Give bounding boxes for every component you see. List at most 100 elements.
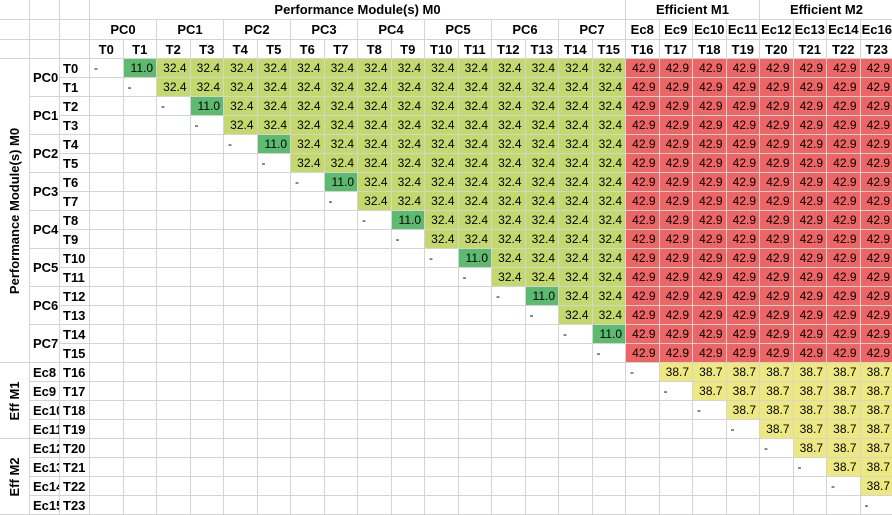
diagonal-marker: - — [191, 116, 225, 135]
empty-cell — [358, 325, 392, 344]
empty-cell — [291, 344, 325, 363]
heatmap-cell: 38.7 — [727, 401, 761, 420]
heatmap-cell: 32.4 — [593, 116, 627, 135]
heatmap-cell: 32.4 — [593, 230, 627, 249]
empty-cell — [459, 401, 493, 420]
heatmap-cell: 42.9 — [794, 325, 828, 344]
heatmap-cell: 42.9 — [827, 249, 861, 268]
left-core-header: Ec11 — [30, 420, 60, 439]
empty-cell — [325, 458, 359, 477]
empty-cell — [191, 230, 225, 249]
empty-cell — [358, 230, 392, 249]
left-thread-header: T12 — [60, 287, 90, 306]
heatmap-cell: 42.9 — [760, 116, 794, 135]
empty-cell — [224, 211, 258, 230]
heatmap-cell: 42.9 — [794, 154, 828, 173]
heatmap-cell: 42.9 — [760, 192, 794, 211]
heatmap-cell: 32.4 — [526, 211, 560, 230]
diagonal-marker: - — [157, 97, 191, 116]
heatmap-cell: 32.4 — [191, 78, 225, 97]
top-thread-header: T10 — [425, 40, 459, 59]
heatmap-cell: 32.4 — [392, 97, 426, 116]
empty-cell — [124, 458, 158, 477]
heatmap-cell: 42.9 — [760, 78, 794, 97]
empty-cell — [90, 192, 124, 211]
empty-cell — [492, 477, 526, 496]
empty-cell — [693, 420, 727, 439]
heatmap-cell: 32.4 — [492, 154, 526, 173]
empty-cell — [358, 344, 392, 363]
heatmap-cell: 42.9 — [660, 230, 694, 249]
left-thread-header: T9 — [60, 230, 90, 249]
heatmap-cell: 42.9 — [626, 344, 660, 363]
heatmap-cell: 32.4 — [358, 154, 392, 173]
heatmap-cell: 11.0 — [392, 211, 426, 230]
empty-cell — [191, 496, 225, 515]
empty-cell — [224, 249, 258, 268]
empty-cell — [90, 135, 124, 154]
heatmap-cell: 32.4 — [425, 154, 459, 173]
corner-cell — [0, 20, 30, 40]
empty-cell — [425, 458, 459, 477]
top-thread-header: T18 — [693, 40, 727, 59]
left-thread-header: T10 — [60, 249, 90, 268]
heatmap-cell: 42.9 — [693, 249, 727, 268]
empty-cell — [124, 306, 158, 325]
empty-cell — [526, 325, 560, 344]
heatmap-cell: 32.4 — [492, 192, 526, 211]
left-core-header: PC0 — [30, 59, 60, 97]
empty-cell — [124, 211, 158, 230]
heatmap-cell: 32.4 — [325, 154, 359, 173]
empty-cell — [291, 420, 325, 439]
empty-cell — [559, 382, 593, 401]
heatmap-cell: 32.4 — [291, 154, 325, 173]
heatmap-cell: 42.9 — [861, 268, 892, 287]
empty-cell — [660, 420, 694, 439]
heatmap-cell: 32.4 — [559, 211, 593, 230]
empty-cell — [593, 382, 627, 401]
heatmap-cell: 32.4 — [459, 211, 493, 230]
heatmap-cell: 42.9 — [760, 249, 794, 268]
empty-cell — [392, 363, 426, 382]
empty-cell — [157, 268, 191, 287]
heatmap-cell: 42.9 — [794, 78, 828, 97]
empty-cell — [392, 439, 426, 458]
empty-cell — [157, 344, 191, 363]
heatmap-cell: 42.9 — [827, 78, 861, 97]
heatmap-cell: 42.9 — [760, 135, 794, 154]
empty-cell — [325, 477, 359, 496]
empty-cell — [90, 477, 124, 496]
empty-cell — [124, 173, 158, 192]
heatmap-cell: 42.9 — [693, 192, 727, 211]
heatmap-cell: 42.9 — [727, 211, 761, 230]
empty-cell — [124, 344, 158, 363]
empty-cell — [526, 382, 560, 401]
left-thread-header: T23 — [60, 496, 90, 515]
empty-cell — [291, 477, 325, 496]
diagonal-marker: - — [492, 287, 526, 306]
heatmap-cell: 38.7 — [861, 401, 892, 420]
heatmap-cell: 42.9 — [626, 78, 660, 97]
heatmap-cell: 42.9 — [693, 173, 727, 192]
heatmap-cell: 42.9 — [760, 287, 794, 306]
heatmap-cell: 32.4 — [425, 59, 459, 78]
heatmap-cell: 32.4 — [358, 192, 392, 211]
empty-cell — [559, 458, 593, 477]
empty-cell — [626, 420, 660, 439]
heatmap-cell: 42.9 — [861, 249, 892, 268]
heatmap-cell: 42.9 — [727, 249, 761, 268]
empty-cell — [157, 439, 191, 458]
empty-cell — [124, 382, 158, 401]
left-thread-header: T18 — [60, 401, 90, 420]
empty-cell — [526, 496, 560, 515]
empty-cell — [425, 344, 459, 363]
empty-cell — [325, 306, 359, 325]
empty-cell — [90, 116, 124, 135]
empty-cell — [291, 496, 325, 515]
left-thread-header: T4 — [60, 135, 90, 154]
heatmap-cell: 38.7 — [760, 382, 794, 401]
heatmap-cell: 38.7 — [760, 420, 794, 439]
heatmap-cell: 32.4 — [459, 192, 493, 211]
empty-cell — [124, 363, 158, 382]
